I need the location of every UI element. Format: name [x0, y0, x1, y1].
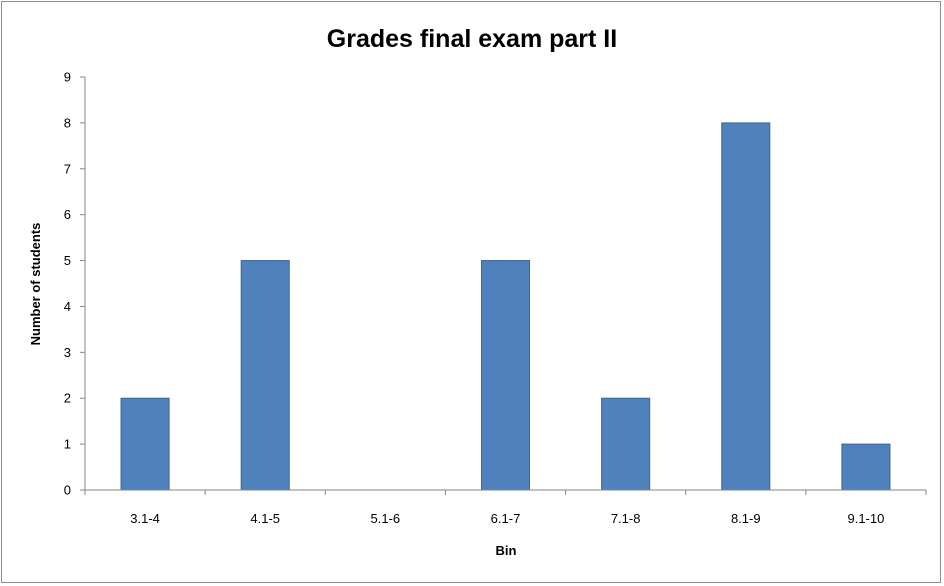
x-tick-label: 8.1-9: [731, 511, 761, 526]
x-tick-label: 7.1-8: [611, 511, 641, 526]
y-tick-label: 8: [64, 115, 71, 130]
y-tick-label: 2: [64, 391, 71, 406]
bar: [841, 443, 891, 491]
y-tick-label: 0: [64, 483, 71, 498]
x-tick-label: 5.1-6: [371, 511, 401, 526]
x-tick-label: 9.1-10: [847, 511, 884, 526]
y-tick-label: 9: [64, 70, 71, 85]
x-axis-title: Bin: [496, 543, 517, 558]
y-tick-label: 5: [64, 253, 71, 268]
y-tick-label: 3: [64, 345, 71, 360]
bar: [480, 260, 531, 491]
y-axis-title: Number of students: [28, 223, 43, 346]
y-tick-label: 6: [64, 207, 71, 222]
plot-area: 0 1 2 3 4 5 6 7 8 9 3.1-4 4.1-5 5.1-6 6.1-7 7.1-8 8.1-9…: [64, 70, 927, 526]
bar: [240, 260, 290, 491]
x-tick-label: 4.1-5: [250, 511, 280, 526]
bar: [721, 122, 771, 491]
y-tick-label: 1: [64, 437, 71, 452]
chart-title: Grades final exam part II: [327, 25, 617, 53]
x-tick-label: 6.1-7: [491, 511, 521, 526]
bar: [120, 397, 170, 491]
y-tick-label: 7: [64, 161, 71, 176]
y-tick-label: 4: [64, 299, 71, 314]
bar: [601, 397, 651, 491]
x-tick-label: 3.1-4: [130, 511, 160, 526]
